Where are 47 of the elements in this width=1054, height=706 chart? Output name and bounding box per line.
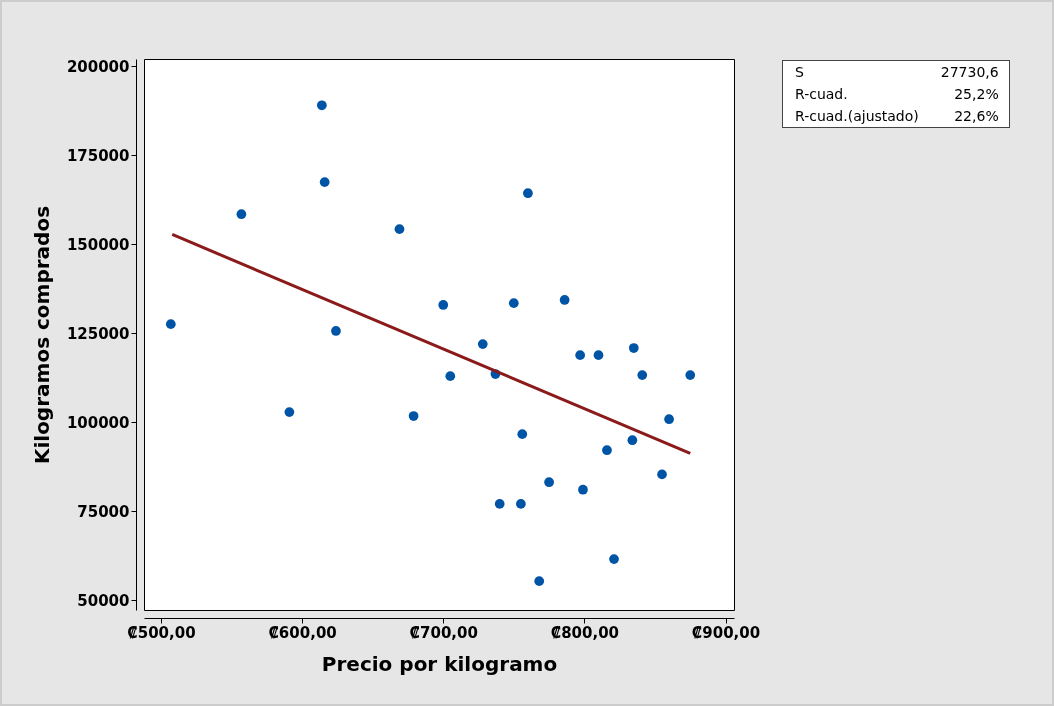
x-tick-label: ₡700,00 xyxy=(409,623,478,642)
x-axis-title: Precio por kilogramo xyxy=(321,651,558,676)
point xyxy=(657,469,667,480)
point xyxy=(508,298,519,309)
y-tick-label: 150000 xyxy=(66,235,130,254)
point xyxy=(578,484,588,495)
point xyxy=(534,576,545,587)
point xyxy=(517,429,528,440)
point xyxy=(319,177,330,188)
y-tick-label: 200000 xyxy=(66,57,130,76)
y-tick-label: 175000 xyxy=(66,146,130,165)
point xyxy=(408,411,419,421)
point xyxy=(544,477,554,488)
y-tick-label: 100000 xyxy=(66,413,130,432)
x-tick-label: ₡500,00 xyxy=(127,623,196,642)
point xyxy=(575,350,586,361)
point xyxy=(685,370,696,380)
point xyxy=(637,370,648,380)
point xyxy=(515,499,526,509)
point xyxy=(445,371,456,382)
point xyxy=(609,554,619,564)
point xyxy=(477,339,488,349)
point xyxy=(165,319,176,330)
point xyxy=(236,209,247,220)
x-tick-label: ₡800,00 xyxy=(550,623,620,642)
point xyxy=(602,445,612,456)
point xyxy=(559,295,570,305)
y-tick-label: 125000 xyxy=(66,324,130,343)
point xyxy=(284,407,295,417)
y-tick-label: 50000 xyxy=(77,591,130,610)
point xyxy=(593,350,604,361)
x-tick-label: ₡900,00 xyxy=(691,623,761,642)
point xyxy=(316,100,327,111)
point xyxy=(494,499,505,509)
point xyxy=(664,414,674,425)
point xyxy=(438,300,449,310)
point xyxy=(394,224,405,234)
text: R-cuad. 25,2% xyxy=(795,86,999,102)
text: R-cuad.(ajustado) 22,6% xyxy=(795,108,999,124)
point xyxy=(627,435,638,446)
point xyxy=(628,343,639,353)
y-axis-title: Kilogramos comprados xyxy=(29,205,54,465)
x-tick-label: ₡600,00 xyxy=(268,623,337,642)
y-tick-label: 75000 xyxy=(77,502,130,521)
point xyxy=(523,188,533,199)
point xyxy=(331,326,341,336)
text: S 27730,6 xyxy=(795,64,999,80)
